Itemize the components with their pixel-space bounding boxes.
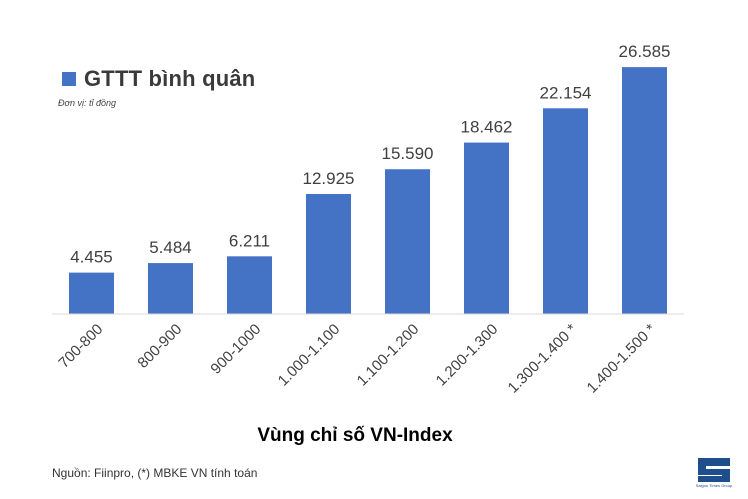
x-tick-label-7: 1.300-1.400 *	[505, 321, 581, 397]
legend: GTTT bình quân	[62, 66, 255, 92]
value-label-1: 4.455	[70, 248, 113, 267]
x-tick-label-8: 1.400-1.500 *	[584, 321, 660, 397]
x-tick-label-2: 800-900	[134, 321, 185, 372]
value-label-8: 26.585	[619, 42, 671, 61]
bar-4	[305, 193, 352, 314]
x-tick-labels-group: 700-800 800-900 900-1000 1.000-1.100 1.100-1…	[55, 321, 659, 397]
x-tick-label-6: 1.200-1.300	[433, 321, 502, 390]
value-label-3: 6.211	[229, 231, 270, 250]
legend-label: GTTT bình quân	[84, 66, 256, 91]
x-axis-title: Vùng chỉ số VN-Index	[257, 425, 453, 446]
source-note: Nguồn: Fiinpro, (*) MBKE VN tính toán	[52, 466, 258, 480]
value-labels-group: 4.455 5.484 6.211 12.925 15.590 18.462 22.154 2…	[70, 42, 670, 266]
bar-6	[463, 142, 510, 314]
value-label-7: 22.154	[540, 83, 592, 102]
bar-2	[147, 263, 194, 314]
legend-swatch	[62, 72, 76, 86]
x-tick-label-5: 1.100-1.200	[354, 321, 423, 390]
unit-note: Đơn vị: tỉ đồng	[58, 98, 116, 108]
bar-5	[384, 169, 431, 314]
bar-8	[621, 67, 668, 314]
x-tick-label-3: 900-1000	[207, 321, 264, 378]
x-tick-label-4: 1.000-1.100	[275, 321, 344, 390]
bars-group	[68, 67, 668, 314]
value-label-5: 15.590	[382, 144, 434, 163]
value-label-2: 5.484	[149, 238, 192, 257]
value-label-6: 18.462	[461, 118, 513, 137]
value-label-4: 12.925	[303, 169, 355, 188]
bar-1	[68, 272, 115, 314]
saigon-times-logo-icon: Saigon Times Group	[694, 456, 734, 488]
bar-7	[542, 108, 589, 314]
x-tick-label-1: 700-800	[55, 321, 106, 372]
logo-caption: Saigon Times Group	[696, 483, 733, 488]
bar-3	[226, 256, 273, 314]
